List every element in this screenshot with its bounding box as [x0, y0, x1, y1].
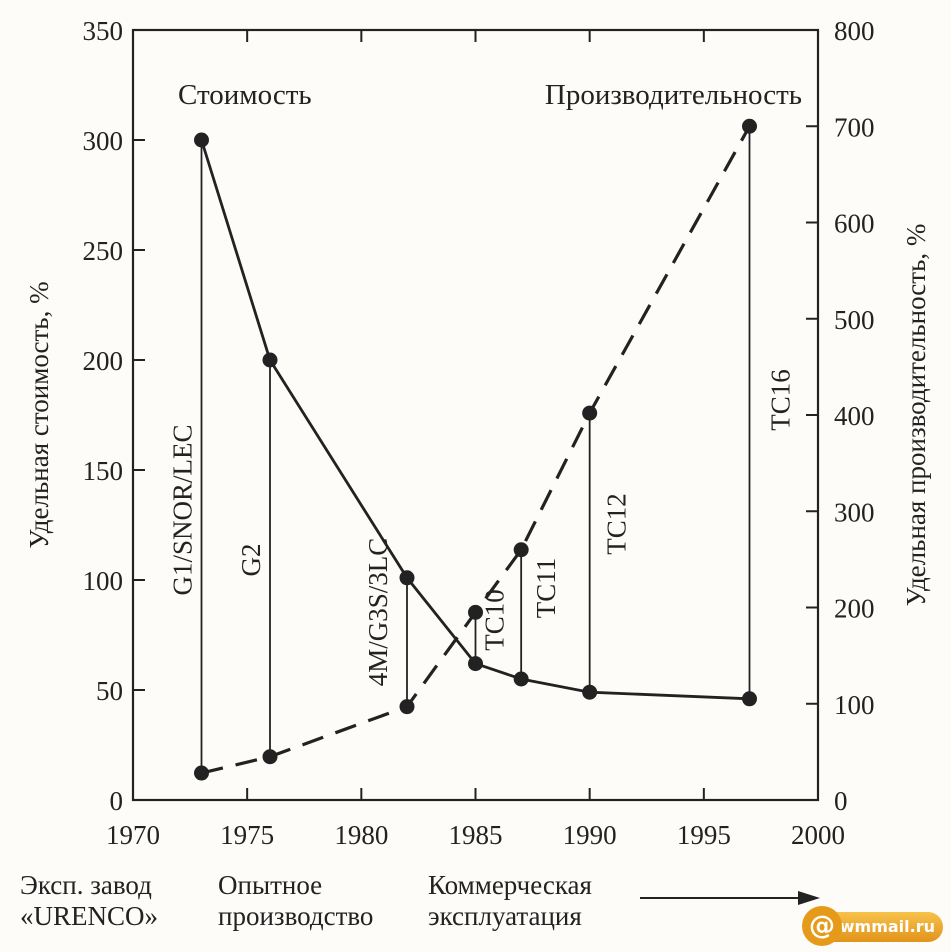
y-left-tick-label-2: 100 — [83, 566, 124, 596]
plot-frame — [131, 28, 820, 802]
series-title-performance: Производительность — [545, 79, 802, 111]
model-label-3: TC10 — [480, 589, 510, 651]
point-cost-2 — [399, 570, 415, 586]
y-right-tick-label-7: 700 — [834, 112, 875, 142]
y-left-tick-label-0: 0 — [110, 786, 124, 816]
y-left-axis-label: Удельная стоимость, % — [24, 281, 54, 548]
phase-experimental-plant: Эксп. завод «URENCO» — [20, 870, 158, 932]
point-cost-4 — [513, 671, 529, 687]
y-left-tick-label-3: 150 — [83, 456, 124, 486]
point-performance-2 — [399, 699, 415, 715]
phase-commercial-operation: Коммерческая эксплуатация — [428, 870, 592, 932]
x-tick-label-0: 1970 — [106, 820, 160, 850]
x-tick-label-3: 1985 — [449, 820, 503, 850]
y-left-tick-label-4: 200 — [83, 346, 124, 376]
y-left-tick-label-5: 250 — [83, 236, 124, 266]
y-left-tick-label-6: 300 — [83, 126, 124, 156]
phase-pilot-line2: производство — [218, 901, 374, 931]
phase-commercial-line1: Коммерческая — [428, 870, 592, 900]
point-performance-5 — [582, 405, 598, 421]
point-cost-3 — [468, 656, 483, 672]
model-label-0: G1/SNOR/LEC — [168, 424, 198, 595]
phase-experimental-line1: Эксп. завод — [20, 870, 152, 900]
point-cost-0 — [194, 132, 209, 148]
y-right-tick-label-5: 500 — [834, 305, 875, 335]
model-label-2: 4M/G3S/3LC — [363, 538, 393, 687]
y-right-tick-label-1: 100 — [834, 690, 875, 720]
series-line-performance — [201, 125, 751, 775]
y-right-tick-label-8: 800 — [834, 16, 875, 46]
y-right-tick-label-4: 400 — [834, 401, 875, 431]
y-right-tick-label-6: 600 — [834, 209, 875, 239]
phase-pilot-line1: Опытное — [218, 870, 323, 900]
point-performance-4 — [513, 542, 529, 558]
point-cost-1 — [262, 352, 278, 368]
y-right-tick-label-0: 0 — [834, 786, 848, 816]
watermark-text: wmmail.ru — [839, 917, 935, 936]
phase-commercial-line2: эксплуатация — [428, 901, 582, 931]
phase-pilot-production: Опытное производство — [218, 870, 373, 932]
point-performance-0 — [194, 765, 209, 781]
y-left-tick-label-1: 50 — [96, 676, 123, 706]
y-left-tick-label-7: 350 — [83, 16, 124, 46]
point-performance-1 — [262, 749, 278, 765]
y-right-tick-label-2: 200 — [834, 594, 875, 624]
watermark-badge[interactable]: @ wmmail.ru — [802, 906, 943, 946]
x-tick-label-4: 1990 — [563, 820, 617, 850]
phase-arrow-head-icon — [798, 891, 820, 905]
x-tick-label-6: 2000 — [791, 820, 845, 850]
at-sign-icon: @ — [802, 906, 842, 946]
point-cost-6 — [742, 691, 757, 707]
y-right-tick-label-3: 300 — [834, 497, 875, 527]
point-performance-6 — [742, 118, 757, 134]
model-label-4: TC11 — [531, 558, 561, 619]
model-label-5: TC12 — [602, 493, 632, 555]
model-label-1: G2 — [236, 544, 266, 577]
point-cost-5 — [582, 684, 598, 700]
x-tick-label-2: 1980 — [334, 820, 388, 850]
x-tick-label-1: 1975 — [220, 820, 274, 850]
phase-experimental-line2: «URENCO» — [20, 901, 159, 931]
model-label-6: TC16 — [766, 369, 796, 431]
x-tick-label-5: 1995 — [677, 820, 731, 850]
series-title-cost: Стоимость — [178, 79, 312, 111]
point-performance-3 — [468, 604, 483, 620]
y-right-axis-label: Удельная производительность, % — [901, 224, 931, 607]
